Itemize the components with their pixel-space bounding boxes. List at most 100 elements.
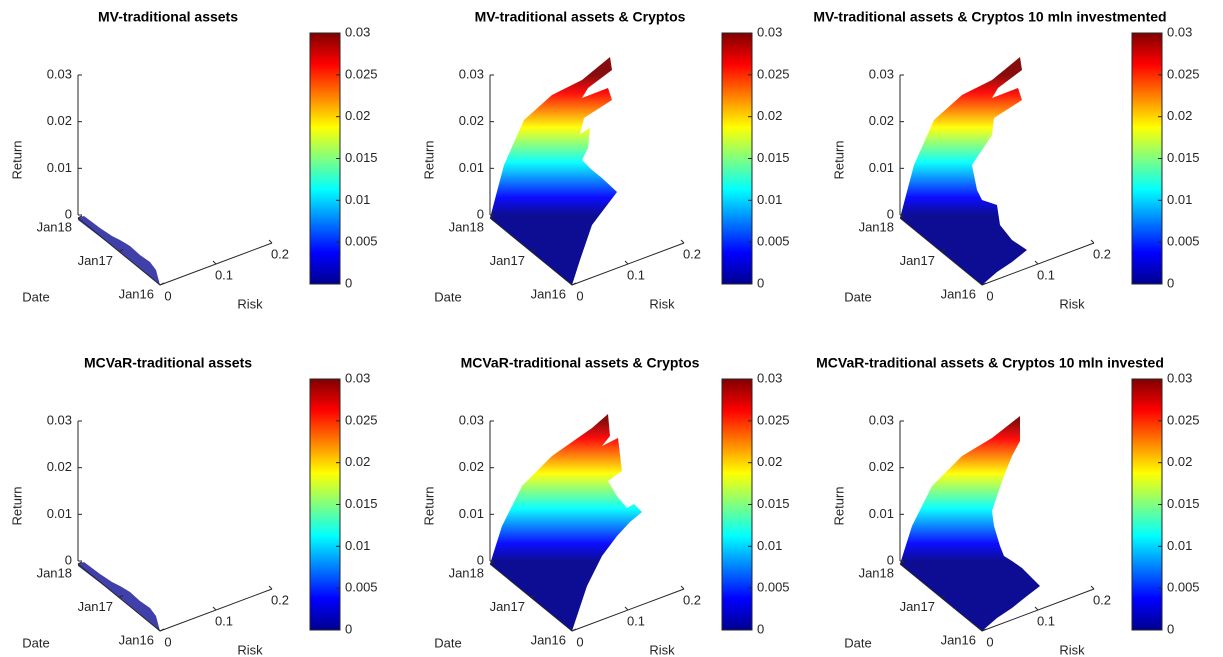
risk-tick [680,239,685,244]
colorbar-tick-label: 0.005 [757,580,790,595]
colorbar-tick-label: 0.01 [345,192,370,207]
z-tick-label: 0.02 [869,459,894,474]
colorbar-tick-label: 0.005 [345,580,378,595]
colorbar-tick-label: 0 [345,275,352,290]
colorbar-tick-label: 0.03 [1167,24,1192,39]
subplot-title: MV-traditional assets [98,9,238,25]
risk-tick [268,239,273,244]
colorbar-tick-label: 0.015 [757,496,790,511]
z-tick-label: 0 [887,206,894,221]
subplot: MCVaR-traditional assets & Cryptos 0 0.01 0… [421,355,789,657]
subplot-title: MCVaR-traditional assets [84,355,252,371]
colorbar-tick-label: 0.03 [1167,370,1192,385]
date-tick [899,561,905,565]
risk-tick [624,606,629,611]
risk-tick [978,627,983,632]
surface [490,414,642,631]
date-tick-label: Jan18 [37,565,72,580]
risk-tick [156,627,161,632]
date-tick [899,215,905,219]
surface [490,57,617,285]
colorbar-tick-label: 0.01 [757,538,782,553]
z-tick-label: 0.01 [47,506,72,521]
z-tick-label: 0 [477,206,484,221]
z-tick-label: 0.01 [459,160,484,175]
date-tick-label: Jan16 [119,286,154,301]
colorbar-tick-label: 0.03 [345,24,370,39]
colorbar-tick-label: 0.03 [345,370,370,385]
colorbar-tick-label: 0.01 [1167,192,1192,207]
risk-tick [568,281,573,286]
z-tick-label: 0 [65,552,72,567]
z-axis-label: Return [421,486,436,525]
risk-tick-label: 0.1 [627,613,645,628]
colorbar-tick-label: 0.005 [1167,580,1200,595]
date-tick [530,249,536,252]
risk-tick [1090,239,1095,244]
risk-tick-label: 0.2 [271,592,289,607]
colorbar-tick-label: 0 [345,621,352,636]
date-tick-label: Jan18 [449,219,484,234]
risk-tick [1034,606,1039,611]
date-tick-label: Jan16 [531,632,566,647]
subplot: MCVaR-traditional assets 0 0.01 0.02 0.03 Ret… [9,355,377,657]
date-tick-label: Jan18 [859,219,894,234]
risk-tick-label: 0.1 [215,267,233,282]
date-tick [77,215,83,219]
z-tick-label: 0.02 [47,459,72,474]
risk-axis-label: Risk [1059,296,1085,311]
risk-tick [978,281,983,286]
date-tick-label: Jan16 [119,632,154,647]
date-tick [489,215,495,219]
risk-tick-label: 0.2 [1093,246,1111,261]
subplot: MCVaR-traditional assets & Cryptos 10 ml… [816,355,1199,657]
z-tick-label: 0.01 [47,160,72,175]
date-axis-label: Date [844,635,871,650]
date-tick-label: Jan18 [37,219,72,234]
subplot: MV-traditional assets & Cryptos 10 mln i… [813,9,1199,312]
risk-tick-label: 0.2 [683,246,701,261]
date-tick [118,249,124,252]
risk-tick [1090,585,1095,590]
colorbar-tick-label: 0.02 [757,108,782,123]
date-tick-label: Jan17 [490,253,525,268]
z-tick-label: 0.01 [459,506,484,521]
surface [900,57,1027,285]
risk-axis-label: Risk [649,642,675,657]
date-axis-label: Date [434,289,461,304]
risk-tick-label: 0 [576,288,583,303]
colorbar-tick-label: 0.005 [345,234,378,249]
colorbar-tick-label: 0.015 [757,150,790,165]
z-tick-label: 0.02 [459,459,484,474]
colorbar-tick-label: 0.02 [345,454,370,469]
subplot-title: MV-traditional assets & Cryptos 10 mln i… [813,9,1166,25]
colorbar-tick-label: 0.015 [345,496,378,511]
colorbar [309,32,341,285]
colorbar-tick-label: 0.025 [1167,66,1200,81]
risk-tick-label: 0.1 [215,613,233,628]
date-tick [940,595,946,598]
risk-tick-label: 0 [576,634,583,649]
z-tick-label: 0.03 [459,412,484,427]
colorbar-tick-label: 0.015 [1167,496,1200,511]
date-tick-label: Jan16 [941,286,976,301]
subplot-title: MV-traditional assets & Cryptos [475,9,686,25]
colorbar [721,32,753,285]
z-axis-label: Return [831,140,846,179]
date-tick-label: Jan17 [78,599,113,614]
z-tick-label: 0.02 [47,113,72,128]
risk-tick-label: 0.1 [1037,267,1055,282]
colorbar-tick-label: 0.01 [345,538,370,553]
risk-tick [680,585,685,590]
colorbar-tick-label: 0.025 [345,412,378,427]
risk-tick [624,260,629,265]
date-axis-label: Date [844,289,871,304]
date-tick-label: Jan16 [941,632,976,647]
subplot-title: MCVaR-traditional assets & Cryptos [461,355,700,371]
z-axis-label: Return [9,140,24,179]
z-tick-label: 0 [65,206,72,221]
subplot: MV-traditional assets 0 0.01 0.02 0.03 Return… [9,9,377,312]
z-axis-label: Return [421,140,436,179]
date-tick-label: Jan17 [900,599,935,614]
